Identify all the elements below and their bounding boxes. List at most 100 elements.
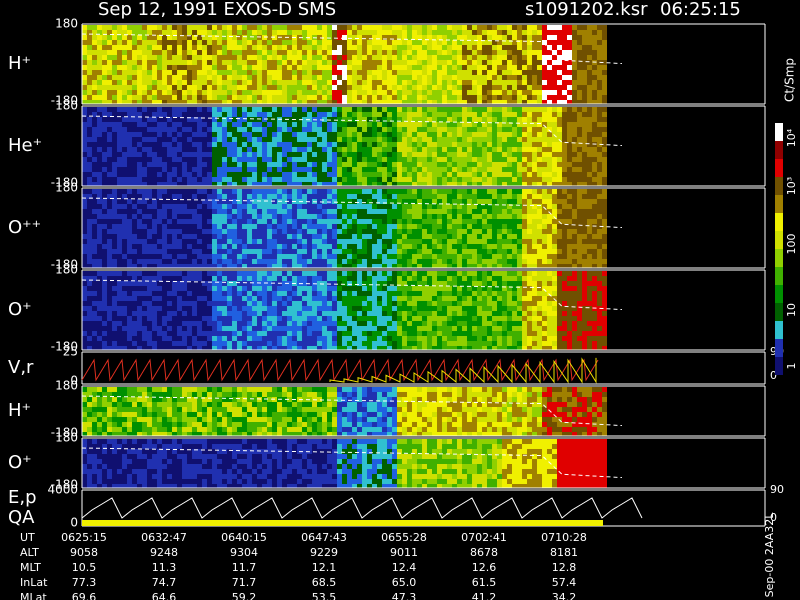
cell	[172, 85, 177, 90]
cell	[102, 167, 107, 172]
cell	[297, 85, 302, 90]
cell	[167, 219, 172, 224]
cell	[387, 95, 392, 100]
cell	[107, 112, 112, 117]
cell	[237, 137, 242, 142]
cell	[497, 244, 502, 249]
cell	[572, 264, 577, 268]
cell	[492, 117, 497, 122]
cell	[402, 80, 407, 85]
cell	[517, 25, 522, 30]
cell	[282, 162, 287, 167]
cell	[507, 264, 512, 268]
cell	[562, 182, 567, 186]
cell	[317, 244, 322, 249]
cell	[327, 194, 332, 199]
cell	[142, 117, 147, 122]
cell	[117, 147, 122, 152]
cell	[422, 80, 427, 85]
cell	[512, 254, 517, 259]
cell	[532, 65, 537, 70]
cell	[297, 122, 302, 127]
cell	[337, 30, 342, 35]
cell	[122, 244, 127, 249]
cell	[117, 249, 122, 254]
cell	[232, 152, 237, 157]
cell	[137, 122, 142, 127]
cell	[502, 167, 507, 172]
cell	[172, 90, 177, 95]
cell	[437, 122, 442, 127]
cell	[392, 25, 397, 30]
cell	[197, 95, 202, 100]
cell	[537, 182, 542, 186]
cell	[157, 35, 162, 40]
cell	[227, 244, 232, 249]
cell	[537, 162, 542, 167]
cell	[392, 40, 397, 45]
cell	[82, 234, 87, 239]
cell	[492, 132, 497, 137]
cell	[517, 199, 522, 204]
cell	[87, 65, 92, 70]
cell	[452, 70, 457, 75]
cell	[557, 244, 562, 249]
cell	[572, 177, 577, 182]
cell	[357, 112, 362, 117]
cell	[457, 45, 462, 50]
cell	[592, 95, 597, 100]
cell	[212, 85, 217, 90]
cell	[97, 224, 102, 229]
cell	[497, 35, 502, 40]
cell	[107, 199, 112, 204]
cell	[407, 112, 412, 117]
cell	[437, 50, 442, 55]
cell	[92, 40, 97, 45]
cell	[97, 117, 102, 122]
cell	[222, 177, 227, 182]
cell	[302, 204, 307, 209]
cell	[362, 182, 367, 186]
cell	[432, 249, 437, 254]
cell	[397, 189, 402, 194]
cell	[282, 127, 287, 132]
cell	[242, 214, 247, 219]
cell	[447, 189, 452, 194]
cell	[582, 122, 587, 127]
cell	[377, 199, 382, 204]
cell	[342, 177, 347, 182]
cell	[462, 254, 467, 259]
cell	[392, 100, 397, 104]
cell	[452, 45, 457, 50]
cell	[102, 189, 107, 194]
cell	[557, 85, 562, 90]
cell	[572, 80, 577, 85]
cell	[317, 100, 322, 104]
cell	[132, 162, 137, 167]
cell	[442, 117, 447, 122]
cell	[397, 254, 402, 259]
cell	[167, 234, 172, 239]
cell	[207, 244, 212, 249]
cell	[527, 70, 532, 75]
cell	[477, 182, 482, 186]
cell	[137, 249, 142, 254]
cell	[297, 50, 302, 55]
cell	[107, 40, 112, 45]
cell	[422, 30, 427, 35]
cell	[422, 70, 427, 75]
cell	[442, 40, 447, 45]
cell	[267, 152, 272, 157]
cell	[82, 112, 87, 117]
cell	[122, 25, 127, 30]
cell	[537, 35, 542, 40]
cell	[562, 254, 567, 259]
cell	[577, 60, 582, 65]
cell	[457, 100, 462, 104]
cell	[167, 182, 172, 186]
cell	[447, 142, 452, 147]
cell	[467, 239, 472, 244]
cell	[307, 194, 312, 199]
cell	[117, 259, 122, 264]
cell	[537, 152, 542, 157]
